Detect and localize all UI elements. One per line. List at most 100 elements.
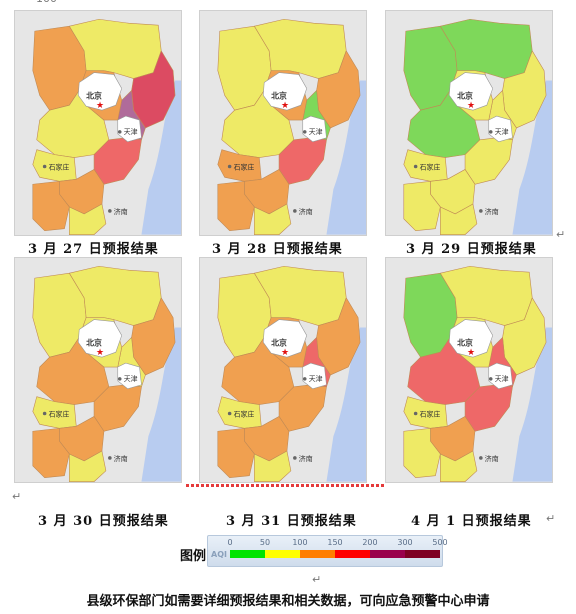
tianjin-dot-icon [117, 377, 122, 381]
region-r9 [217, 180, 255, 232]
jinan-label: 济南 [299, 207, 313, 216]
tianjin-region [302, 362, 327, 390]
jinan-label: 济南 [485, 207, 499, 216]
bohai-sea [326, 327, 366, 482]
paragraph-mark: ↵ [12, 490, 22, 503]
bohai-sea [141, 80, 181, 235]
tianjin-label: 天津 [309, 375, 323, 383]
shijiazhuang-label: 石家庄 [234, 409, 255, 418]
tianjin-label: 天津 [309, 128, 323, 136]
tianjin-region [488, 362, 513, 390]
shijiazhuang-label: 石家庄 [234, 162, 255, 171]
footer-note: 县级环保部门如需要详细预报结果和相关数据，可向应急预警中心申请 [86, 594, 490, 609]
jinan-dot-icon [293, 456, 297, 460]
jinan-dot-icon [108, 456, 112, 460]
caption-0327: 3 月 27 日预报结果 [28, 242, 159, 257]
beijing-region [448, 319, 494, 358]
jinan-dot-icon [293, 209, 297, 213]
legend-color-swatch [300, 550, 335, 558]
shijiazhuang-label: 石家庄 [49, 409, 70, 418]
paragraph-mark: ↵ [312, 573, 322, 586]
capital-star-icon: ★ [96, 348, 104, 358]
region-r9 [32, 180, 70, 232]
tianjin-label: 天津 [495, 128, 509, 136]
bohai-sea [326, 80, 366, 235]
shijiazhuang-dot-icon [413, 164, 418, 169]
jinan-label: 济南 [114, 454, 128, 463]
beijing-label: 北京 [457, 337, 473, 347]
region-r10 [440, 450, 478, 482]
caption-0401: 4 月 1 日预报结果 [411, 514, 532, 529]
shijiazhuang-label: 石家庄 [420, 409, 441, 418]
beijing-label: 北京 [271, 90, 287, 100]
region-r10 [69, 450, 107, 482]
legend-color-bar [230, 550, 440, 558]
tianjin-dot-icon [488, 377, 493, 381]
region-r10 [440, 203, 478, 235]
capital-star-icon: ★ [467, 348, 475, 358]
jinan-label: 济南 [299, 454, 313, 463]
tianjin-label: 天津 [124, 375, 138, 383]
tianjin-label: 天津 [124, 128, 138, 136]
tianjin-dot-icon [302, 377, 307, 381]
tianjin-region [117, 362, 142, 390]
tianjin-region [488, 115, 513, 143]
shijiazhuang-dot-icon [42, 411, 47, 416]
legend-tick: 150 [327, 538, 343, 547]
capital-star-icon: ★ [281, 348, 289, 358]
region-r10 [254, 203, 292, 235]
beijing-region [262, 319, 308, 358]
jinan-label: 济南 [485, 454, 499, 463]
beijing-label: 北京 [86, 337, 102, 347]
forecast-map-0401: 北京 ★ 天津石家庄济南 [385, 257, 553, 483]
beijing-region [77, 72, 123, 111]
legend-tick: 100 [292, 538, 308, 547]
tianjin-region [117, 115, 142, 143]
tianjin-dot-icon [117, 130, 122, 134]
region-r9 [217, 427, 255, 479]
region-r9 [403, 180, 441, 232]
caption-0328: 3 月 28 日预报结果 [212, 242, 343, 257]
tianjin-dot-icon [488, 130, 493, 134]
capital-star-icon: ★ [96, 101, 104, 111]
forecast-map-0328: 北京 ★ 天津 石家庄 济南 [199, 10, 367, 236]
paragraph-mark: ↵ [556, 228, 566, 241]
legend-label: 图例 [180, 549, 207, 564]
legend-color-swatch [405, 550, 440, 558]
bohai-sea [141, 327, 181, 482]
jinan-dot-icon [479, 209, 483, 213]
beijing-region [448, 72, 494, 111]
beijing-label: 北京 [86, 90, 102, 100]
forecast-map-0327: 北京 ★ 天津石家庄济南 [14, 10, 182, 236]
legend-tick: 300 [397, 538, 413, 547]
legend-tick: 50 [259, 538, 271, 547]
shijiazhuang-dot-icon [413, 411, 418, 416]
region-r9 [32, 427, 70, 479]
tianjin-label: 天津 [495, 375, 509, 383]
shijiazhuang-label: 石家庄 [49, 162, 70, 171]
legend-color-swatch [335, 550, 370, 558]
region-r10 [69, 203, 107, 235]
legend-tick: 200 [362, 538, 378, 547]
jinan-dot-icon [108, 209, 112, 213]
beijing-label: 北京 [271, 337, 287, 347]
beijing-label: 北京 [457, 90, 473, 100]
legend-ticks: 0 50 100 150 200 300 500 [227, 538, 447, 548]
paragraph-mark: ↵ [546, 512, 556, 525]
shijiazhuang-dot-icon [227, 411, 232, 416]
bohai-sea [512, 327, 552, 482]
beijing-region [77, 319, 123, 358]
beijing-region [262, 72, 308, 111]
bohai-sea [512, 80, 552, 235]
legend-color-swatch [265, 550, 300, 558]
jinan-label: 济南 [114, 207, 128, 216]
jinan-dot-icon [479, 456, 483, 460]
caption-0331: 3 月 31 日预报结果 [226, 514, 357, 529]
region-r10 [254, 450, 292, 482]
region-r9 [403, 427, 441, 479]
legend-color-swatch [230, 550, 265, 558]
top-fragment: 100 [36, 0, 57, 5]
caption-0329: 3 月 29 日预报结果 [406, 242, 537, 257]
forecast-map-0331: 北京 ★ 天津石家庄济南 [199, 257, 367, 483]
forecast-map-0330: 北京 ★ 天津石家庄济南 [14, 257, 182, 483]
